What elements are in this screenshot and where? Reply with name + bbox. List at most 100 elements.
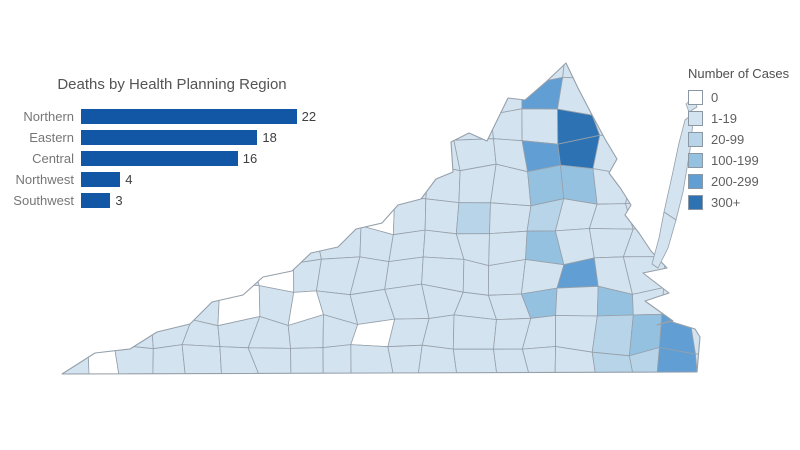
county-cell[interactable] <box>455 202 491 235</box>
county-cell[interactable] <box>458 163 497 204</box>
county-cell[interactable] <box>690 320 730 355</box>
county-cell[interactable] <box>555 285 599 317</box>
county-cell[interactable] <box>349 74 391 108</box>
county-cell[interactable] <box>115 285 153 327</box>
county-cell[interactable] <box>46 283 81 324</box>
county-cell[interactable] <box>462 258 490 296</box>
county-cell[interactable] <box>388 229 426 263</box>
county-cell[interactable] <box>555 315 598 353</box>
county-cell[interactable] <box>522 346 556 386</box>
legend-item[interactable]: 1-19 <box>688 111 789 126</box>
county-cell[interactable] <box>118 226 153 262</box>
county-cell[interactable] <box>387 344 423 375</box>
legend-item[interactable]: 200-299 <box>688 174 789 189</box>
county-cell[interactable] <box>554 346 597 379</box>
county-cell[interactable] <box>560 164 598 205</box>
county-cell[interactable] <box>389 105 422 144</box>
county-cell[interactable] <box>148 255 183 291</box>
county-cell[interactable] <box>591 351 634 378</box>
bar[interactable] <box>81 172 121 187</box>
county-cell[interactable] <box>629 347 660 376</box>
county-cell[interactable] <box>521 108 559 145</box>
county-cell[interactable] <box>247 347 292 376</box>
county-cell[interactable] <box>290 347 324 376</box>
county-cell[interactable] <box>388 75 430 116</box>
legend-item[interactable]: 0 <box>688 90 789 105</box>
bar[interactable] <box>81 130 258 145</box>
county-cell[interactable] <box>113 344 154 383</box>
county-cell[interactable] <box>651 211 677 269</box>
county-cell[interactable] <box>113 318 154 350</box>
county-cell[interactable] <box>322 344 352 377</box>
county-cell[interactable] <box>80 287 118 327</box>
county-cell[interactable] <box>316 46 358 79</box>
county-cell[interactable] <box>562 46 596 80</box>
county-cell[interactable] <box>453 45 498 85</box>
county-cell[interactable] <box>417 344 458 379</box>
county-cell[interactable] <box>47 232 89 266</box>
county-cell[interactable] <box>80 322 118 348</box>
county-cell[interactable] <box>216 262 260 287</box>
county-cell[interactable] <box>179 283 221 327</box>
county-cell[interactable] <box>592 46 632 84</box>
county-cell[interactable] <box>352 171 396 198</box>
county-cell[interactable] <box>488 45 523 87</box>
county-cell[interactable] <box>521 77 564 110</box>
county-cell[interactable] <box>625 171 659 205</box>
county-cell[interactable] <box>152 344 186 383</box>
county-cell[interactable] <box>489 202 532 235</box>
county-cell[interactable] <box>350 139 394 177</box>
county-cell[interactable] <box>690 286 732 325</box>
county-cell[interactable] <box>115 260 153 289</box>
bar[interactable] <box>81 151 238 166</box>
county-cell[interactable] <box>656 347 698 377</box>
county-cell[interactable] <box>630 82 666 109</box>
county-cell[interactable] <box>591 106 634 136</box>
county-cell[interactable] <box>355 45 391 77</box>
county-cell[interactable] <box>697 225 730 261</box>
county-cell[interactable] <box>388 45 430 79</box>
county-cell[interactable] <box>452 348 498 379</box>
county-cell[interactable] <box>627 106 666 140</box>
county-cell[interactable] <box>487 259 526 296</box>
county-cell[interactable] <box>216 227 254 264</box>
county-cell[interactable] <box>393 163 430 200</box>
county-cell[interactable] <box>452 76 498 115</box>
county-cell[interactable] <box>420 46 464 79</box>
county-cell[interactable] <box>419 110 455 143</box>
county-cell[interactable] <box>181 344 223 382</box>
county-cell[interactable] <box>179 255 221 291</box>
county-cell[interactable] <box>49 347 90 385</box>
county-cell[interactable] <box>695 350 731 379</box>
legend-item[interactable]: 100-199 <box>688 153 789 168</box>
county-cell[interactable] <box>147 44 192 78</box>
county-cell[interactable] <box>493 348 533 385</box>
county-cell[interactable] <box>452 110 494 141</box>
county-cell[interactable] <box>591 314 634 357</box>
bar[interactable] <box>81 193 111 208</box>
county-cell[interactable] <box>419 139 461 172</box>
county-cell[interactable] <box>80 258 120 292</box>
county-cell[interactable] <box>285 229 322 264</box>
county-cell[interactable] <box>150 285 193 321</box>
county-cell[interactable] <box>350 344 394 377</box>
county-cell[interactable] <box>425 163 461 204</box>
county-cell[interactable] <box>591 78 634 116</box>
county-cell[interactable] <box>148 225 183 262</box>
legend-item[interactable]: 300+ <box>688 195 789 210</box>
county-cell[interactable] <box>663 256 698 289</box>
county-cell[interactable] <box>623 47 662 85</box>
county-cell[interactable] <box>49 321 89 356</box>
county-cell[interactable] <box>420 76 464 116</box>
county-cell[interactable] <box>78 226 122 262</box>
legend-item[interactable]: 20-99 <box>688 132 789 147</box>
county-cell[interactable] <box>247 227 295 264</box>
county-cell[interactable] <box>77 45 122 81</box>
county-cell[interactable] <box>693 258 732 292</box>
bar[interactable] <box>81 109 297 124</box>
county-cell[interactable] <box>390 141 430 173</box>
county-cell[interactable] <box>627 134 659 176</box>
county-cell[interactable] <box>452 314 497 350</box>
county-cell[interactable] <box>181 225 225 264</box>
county-cell[interactable] <box>112 44 158 81</box>
